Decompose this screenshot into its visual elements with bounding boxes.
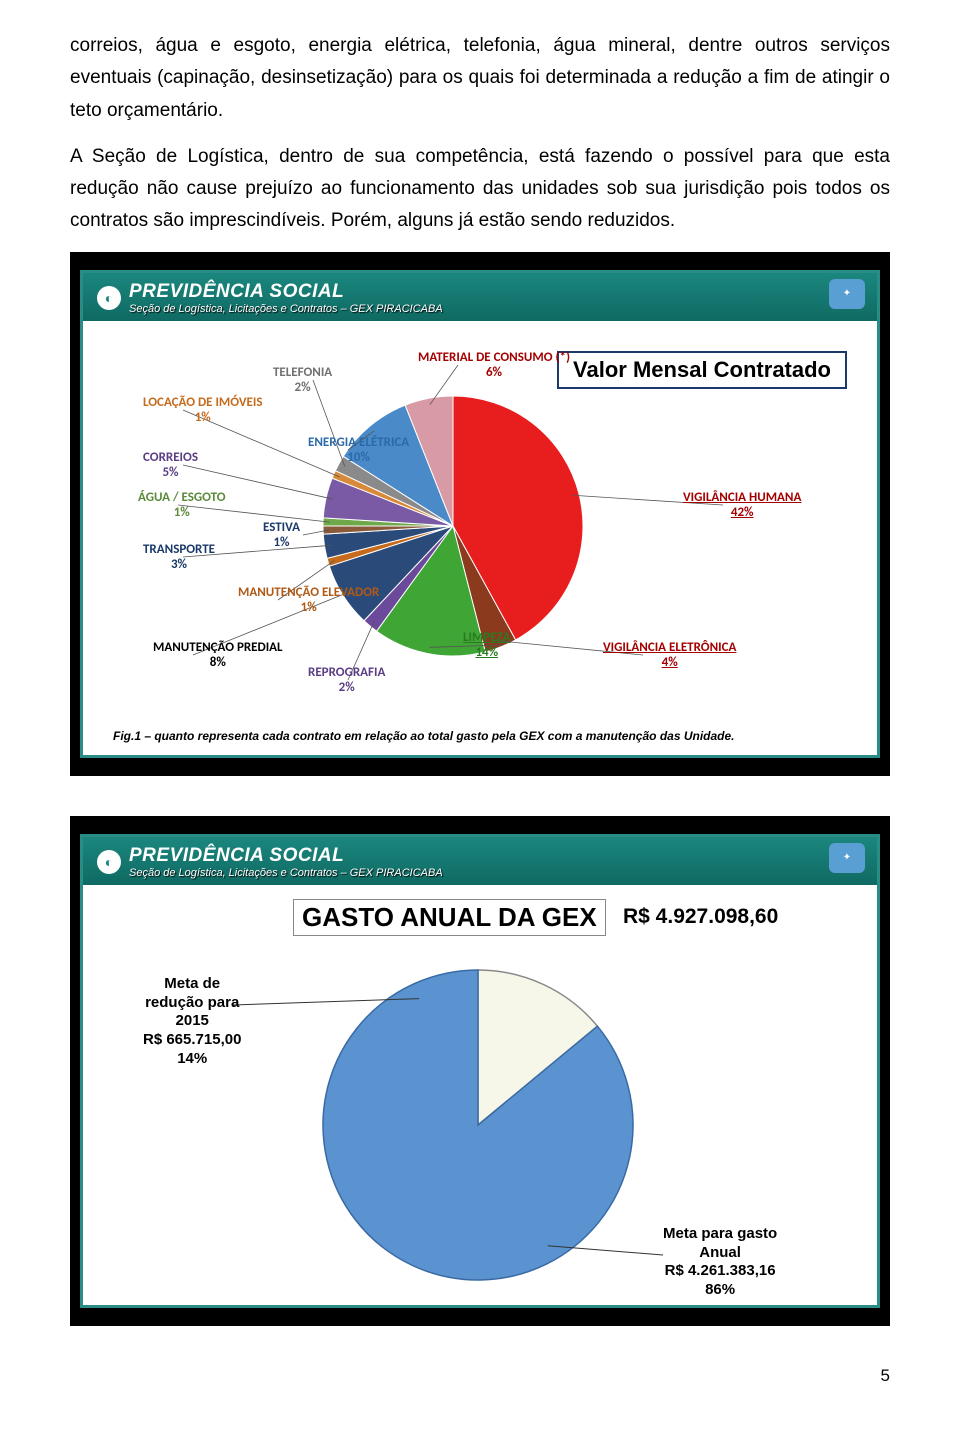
slide-2-header: ◐ PREVIDÊNCIA SOCIAL Seção de Logística,…: [83, 837, 877, 885]
slide-brand: PREVIDÊNCIA SOCIAL: [129, 281, 443, 303]
chart1-slice-label: ESTIVA1%: [263, 521, 300, 551]
chart1-area: Valor Mensal Contratado VIGILÂNCIA HUMAN…: [83, 321, 877, 721]
corner-logo-icon: ✦: [829, 843, 865, 873]
chart1-slice-label: CORREIOS5%: [143, 451, 198, 481]
paragraph-2: A Seção de Logística, dentro de sua comp…: [70, 141, 890, 238]
chart1-slice-label: TRANSPORTE3%: [143, 543, 215, 573]
chart1-caption: Fig.1 – quanto representa cada contrato …: [83, 721, 877, 755]
chart2-slice-label: Meta para gastoAnualR$ 4.261.383,1686%: [663, 1225, 777, 1300]
chart2-area: GASTO ANUAL DA GEX R$ 4.927.098,60 Meta …: [83, 885, 877, 1305]
chart1-slice-label: LOCAÇÃO DE IMÓVEIS1%: [143, 396, 263, 426]
chart1-slice-label: ENERGIA ELÉTRICA10%: [308, 436, 409, 466]
slide-2: ◐ PREVIDÊNCIA SOCIAL Seção de Logística,…: [80, 834, 880, 1308]
chart1-slice-label: TELEFONIA2%: [273, 366, 332, 396]
chart1-slice-label: MANUTENÇÃO ELEVADOR1%: [238, 586, 379, 616]
chart1-slice-label: MATERIAL DE CONSUMO (*)6%: [418, 351, 570, 381]
corner-logo-icon: ✦: [829, 279, 865, 309]
paragraph-1: correios, água e esgoto, energia elétric…: [70, 30, 890, 127]
chart1-title-box: Valor Mensal Contratado: [557, 351, 847, 389]
chart1-slice-label: REPROGRAFIA2%: [308, 666, 385, 696]
slide-1: ◐ PREVIDÊNCIA SOCIAL Seção de Logística,…: [80, 270, 880, 758]
slide-1-wrap: ◐ PREVIDÊNCIA SOCIAL Seção de Logística,…: [70, 252, 890, 776]
previdencia-logo-icon: ◐: [97, 850, 121, 874]
chart2-slice-label: Meta deredução para2015R$ 665.715,0014%: [143, 975, 241, 1069]
page-number: 5: [70, 1366, 890, 1386]
slide-brand: PREVIDÊNCIA SOCIAL: [129, 845, 443, 867]
chart1-slice-label: ÁGUA / ESGOTO1%: [138, 491, 226, 521]
chart1-slice-label: VIGILÂNCIA ELETRÔNICA4%: [603, 641, 736, 671]
chart1-slice-label: LIMPEZA14%: [463, 631, 511, 661]
chart1-slice-label: VIGILÂNCIA HUMANA42%: [683, 491, 801, 521]
slide-subtitle: Seção de Logística, Licitações e Contrat…: [129, 867, 443, 879]
chart1-slice-label: MANUTENÇÃO PREDIAL8%: [153, 641, 283, 671]
previdencia-logo-icon: ◐: [97, 286, 121, 310]
slide-1-header: ◐ PREVIDÊNCIA SOCIAL Seção de Logística,…: [83, 273, 877, 321]
slide-subtitle: Seção de Logística, Licitações e Contrat…: [129, 303, 443, 315]
slide-2-wrap: ◐ PREVIDÊNCIA SOCIAL Seção de Logística,…: [70, 816, 890, 1326]
